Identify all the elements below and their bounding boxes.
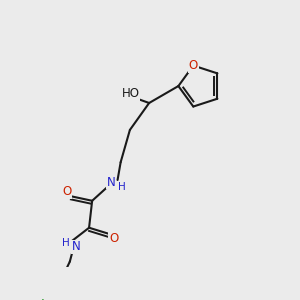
Text: N: N — [107, 176, 116, 189]
Text: Cl: Cl — [34, 299, 45, 300]
Text: H: H — [118, 182, 126, 192]
Text: HO: HO — [122, 87, 140, 100]
Text: O: O — [189, 59, 198, 72]
Text: H: H — [62, 238, 70, 248]
Text: O: O — [62, 185, 71, 198]
Text: O: O — [109, 232, 118, 245]
Text: N: N — [72, 241, 80, 254]
